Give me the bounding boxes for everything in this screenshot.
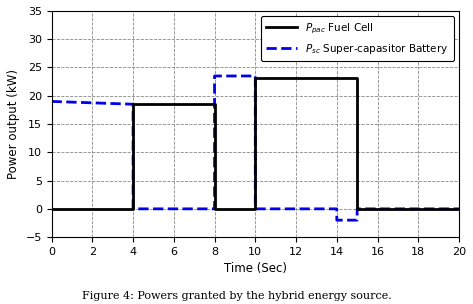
Line: $P_{pac}$ Fuel Cell: $P_{pac}$ Fuel Cell bbox=[52, 78, 459, 209]
$P_{pac}$ Fuel Cell bbox=[130, 102, 136, 106]
$P_{sc}$ Super-capasitor Battery bbox=[49, 100, 54, 103]
$P_{pac}$ Fuel Cell bbox=[253, 76, 258, 79]
$P_{sc}$ Super-capasitor Battery bbox=[456, 207, 462, 211]
Legend: $P_{pac}$ Fuel Cell, $P_{sc}$ Super-capasitor Battery: $P_{pac}$ Fuel Cell, $P_{sc}$ Super-capa… bbox=[261, 16, 454, 61]
Y-axis label: Power output (kW): Power output (kW) bbox=[7, 69, 20, 179]
$P_{pac}$ Fuel Cell bbox=[212, 207, 218, 211]
$P_{sc}$ Super-capasitor Battery bbox=[130, 207, 136, 211]
Text: Figure 4: Powers granted by the hybrid energy source.: Figure 4: Powers granted by the hybrid e… bbox=[82, 291, 391, 301]
$P_{sc}$ Super-capasitor Battery bbox=[334, 218, 340, 222]
$P_{sc}$ Super-capasitor Battery bbox=[253, 74, 258, 78]
$P_{pac}$ Fuel Cell bbox=[130, 207, 136, 211]
$P_{sc}$ Super-capasitor Battery bbox=[130, 102, 136, 106]
$P_{pac}$ Fuel Cell bbox=[354, 207, 360, 211]
$P_{pac}$ Fuel Cell bbox=[456, 207, 462, 211]
Line: $P_{sc}$ Super-capasitor Battery: $P_{sc}$ Super-capasitor Battery bbox=[52, 76, 459, 220]
$P_{sc}$ Super-capasitor Battery bbox=[334, 207, 340, 211]
$P_{pac}$ Fuel Cell bbox=[253, 207, 258, 211]
$P_{sc}$ Super-capasitor Battery bbox=[354, 207, 360, 211]
$P_{sc}$ Super-capasitor Battery bbox=[212, 74, 218, 78]
$P_{sc}$ Super-capasitor Battery bbox=[354, 218, 360, 222]
$P_{pac}$ Fuel Cell bbox=[212, 102, 218, 106]
$P_{sc}$ Super-capasitor Battery bbox=[253, 207, 258, 211]
$P_{pac}$ Fuel Cell bbox=[49, 207, 54, 211]
$P_{sc}$ Super-capasitor Battery bbox=[212, 207, 218, 211]
$P_{pac}$ Fuel Cell bbox=[354, 76, 360, 79]
X-axis label: Time (Sec): Time (Sec) bbox=[224, 262, 287, 275]
